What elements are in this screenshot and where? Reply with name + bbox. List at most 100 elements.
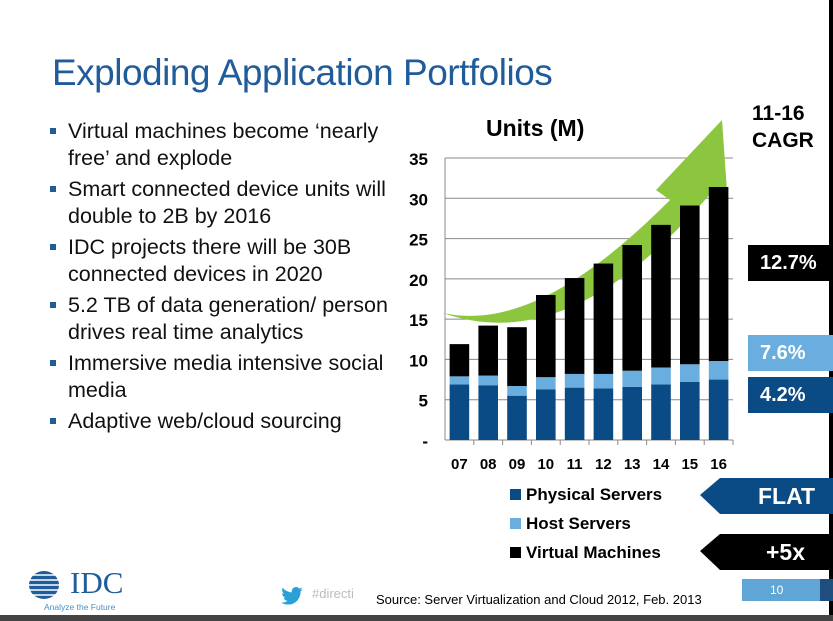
legend-label: Physical Servers	[526, 485, 663, 504]
bullet-text: Virtual machines become ‘nearly free’ an…	[68, 119, 379, 170]
bar-segment-physical-servers	[680, 381, 700, 440]
y-tick-label: 10	[409, 351, 428, 370]
legend-swatch	[510, 547, 521, 558]
cagr-badge-host: 7.6%	[748, 335, 833, 371]
bar-segment-virtual-machines	[651, 224, 671, 368]
bar-segment-physical-servers	[593, 388, 614, 440]
bullet-item: Adaptive web/cloud sourcing	[48, 408, 393, 435]
bar-segment-host-servers	[478, 375, 498, 386]
legend-virtual: Virtual Machines	[510, 543, 661, 563]
cagr-years: 11-16	[752, 102, 805, 125]
bar-segment-host-servers	[680, 364, 700, 382]
chart-title: Units (M)	[486, 115, 585, 141]
x-tick-label: 08	[480, 456, 497, 473]
x-tick-label: 12	[595, 456, 612, 473]
bar-segment-virtual-machines	[478, 325, 498, 376]
y-tick-label: 35	[409, 150, 428, 169]
bullet-item: Smart connected device units will double…	[48, 176, 393, 229]
right-edge	[829, 0, 833, 615]
bar-segment-physical-servers	[622, 386, 642, 440]
bullet-list: Virtual machines become ‘nearly free’ an…	[48, 118, 393, 440]
y-tick-label: 5	[419, 392, 428, 411]
x-tick-label: 09	[509, 456, 526, 473]
bar-segment-host-servers	[507, 386, 527, 396]
bullet-text: Adaptive web/cloud sourcing	[68, 409, 342, 433]
x-tick-label: 07	[451, 456, 468, 473]
page-number: 10	[742, 579, 820, 601]
source-note: Source: Server Virtualization and Cloud …	[376, 592, 702, 607]
idc-tagline: Analyze the Future	[44, 602, 116, 612]
legend-label: Host Servers	[526, 514, 631, 533]
cagr-header: 11-16 CAGR	[752, 100, 814, 154]
bar-segment-physical-servers	[478, 385, 498, 440]
x-tick-label: 14	[653, 456, 670, 473]
legend-label: Virtual Machines	[526, 543, 661, 562]
y-tick-label: 20	[409, 271, 428, 290]
bullet-item: 5.2 TB of data generation/ person drives…	[48, 292, 393, 345]
page-strip	[820, 579, 833, 601]
twitter-bird-icon	[281, 587, 303, 605]
plus5x-arrow-icon	[700, 534, 748, 570]
hashtag: #directi	[312, 586, 354, 601]
y-tick-label: 15	[409, 311, 428, 330]
legend-physical: Physical Servers	[510, 485, 662, 505]
bullet-square-icon	[50, 244, 56, 250]
bullet-item: Virtual machines become ‘nearly free’ an…	[48, 118, 393, 171]
bar-segment-host-servers	[593, 373, 614, 389]
bottom-bar	[0, 615, 833, 621]
y-tick-label: 25	[409, 231, 428, 250]
bar-segment-physical-servers	[507, 395, 527, 440]
callout-plus5x: +5x	[748, 534, 833, 570]
slide-title: Exploding Application Portfolios	[52, 52, 553, 93]
growth-arrow-icon	[443, 120, 728, 323]
bar-segment-virtual-machines	[593, 263, 614, 374]
flat-arrow-icon	[700, 478, 748, 514]
bar-segment-host-servers	[708, 361, 729, 380]
idc-globe-icon	[22, 571, 68, 599]
bullet-square-icon	[50, 302, 56, 308]
cagr-badge-physical: 4.2%	[748, 377, 833, 413]
bar-segment-virtual-machines	[680, 205, 700, 365]
bar-segment-physical-servers	[449, 384, 470, 440]
bullet-square-icon	[50, 360, 56, 366]
bar-segment-virtual-machines	[449, 344, 470, 377]
callout-arrows	[700, 478, 748, 570]
bar-segment-host-servers	[651, 367, 671, 385]
x-tick-label: 11	[567, 456, 583, 473]
bullet-square-icon	[50, 128, 56, 134]
y-tick-label: 30	[409, 190, 428, 209]
bullet-item: Immersive media intensive social media	[48, 350, 393, 403]
bar-segment-virtual-machines	[708, 187, 729, 362]
x-tick-label: 10	[537, 456, 554, 473]
legend-host: Host Servers	[510, 514, 631, 534]
bullet-square-icon	[50, 418, 56, 424]
bar-segment-virtual-machines	[507, 327, 527, 387]
legend-swatch	[510, 518, 521, 529]
bar-segment-host-servers	[449, 376, 470, 385]
bar-segment-virtual-machines	[564, 278, 585, 374]
bullet-square-icon	[50, 186, 56, 192]
bullet-text: 5.2 TB of data generation/ person drives…	[68, 293, 388, 344]
cagr-label: CAGR	[752, 129, 814, 152]
bar-segment-physical-servers	[564, 387, 585, 440]
x-tick-label: 13	[624, 456, 641, 473]
bullet-text: Immersive media intensive social media	[68, 351, 384, 402]
bullet-item: IDC projects there will be 30B connected…	[48, 234, 393, 287]
bar-segment-host-servers	[622, 370, 642, 387]
bar-segment-host-servers	[536, 377, 556, 390]
bar-segment-physical-servers	[708, 379, 729, 440]
callout-flat: FLAT	[748, 478, 833, 514]
cagr-badge-virtual: 12.7%	[748, 245, 833, 281]
bar-segment-physical-servers	[651, 384, 671, 440]
y-tick-label: -	[422, 432, 428, 451]
bar-segment-virtual-machines	[536, 294, 556, 378]
bullet-text: IDC projects there will be 30B connected…	[68, 235, 352, 286]
bullet-text: Smart connected device units will double…	[68, 177, 386, 228]
bar-segment-physical-servers	[536, 389, 556, 440]
idc-logo: IDC	[70, 565, 124, 600]
legend-swatch	[510, 489, 521, 500]
bar-segment-host-servers	[564, 373, 585, 388]
bar-segment-virtual-machines	[622, 245, 642, 371]
x-tick-label: 16	[710, 456, 727, 473]
